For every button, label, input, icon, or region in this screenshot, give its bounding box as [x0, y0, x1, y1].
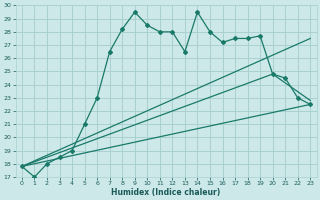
- X-axis label: Humidex (Indice chaleur): Humidex (Indice chaleur): [111, 188, 221, 197]
